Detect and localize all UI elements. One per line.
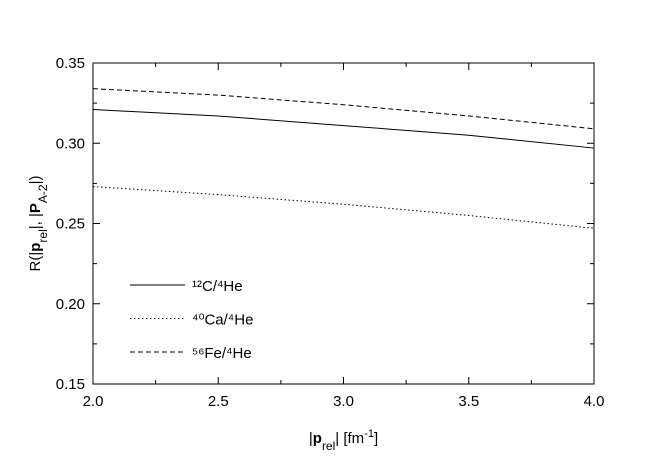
y-axis-label-part: p	[27, 243, 44, 252]
series-line	[92, 88, 595, 130]
y-tick-label: 0.35	[56, 55, 85, 72]
y-tick-label: 0.20	[56, 296, 85, 313]
plot-frame	[92, 62, 595, 385]
y-tick-label: 0.25	[56, 216, 85, 233]
x-axis-label: |prel| [fm-1]	[309, 428, 378, 453]
legend-label: ⁵⁶Fe/⁴He	[192, 345, 252, 362]
x-axis-label-part: rel	[322, 439, 335, 453]
x-tick-label: 4.0	[584, 393, 605, 410]
y-axis-label-part: P	[27, 203, 44, 213]
x-axis-label-part: |	[309, 430, 313, 447]
legend-label: ⁴⁰Ca/⁴He	[192, 312, 253, 329]
x-tick-label: 3.5	[458, 393, 479, 410]
y-axis-label-part: R(|	[27, 252, 44, 272]
series-line	[92, 109, 595, 149]
x-tick-label: 3.0	[333, 393, 354, 410]
y-axis-label: R(|prel|, |PA-2|)	[27, 176, 50, 272]
y-tick-label: 0.15	[56, 376, 85, 393]
y-axis-label-part: |, |	[27, 213, 44, 229]
x-axis-label-part: ]	[374, 430, 378, 447]
x-axis-label-part: -1	[364, 428, 374, 440]
series-line	[92, 186, 595, 229]
x-tick-label: 2.0	[83, 393, 104, 410]
legend-label: ¹²C/⁴He	[192, 278, 243, 295]
x-tick-label: 2.5	[208, 393, 229, 410]
x-axis-label-part: | [fm	[335, 430, 364, 447]
y-axis-label-part: rel	[36, 229, 50, 242]
y-tick-label: 0.30	[56, 135, 85, 152]
y-axis-label-part: |)	[27, 176, 44, 185]
x-axis-label-part: p	[313, 430, 322, 447]
y-axis-label-part: A-2	[36, 184, 50, 203]
